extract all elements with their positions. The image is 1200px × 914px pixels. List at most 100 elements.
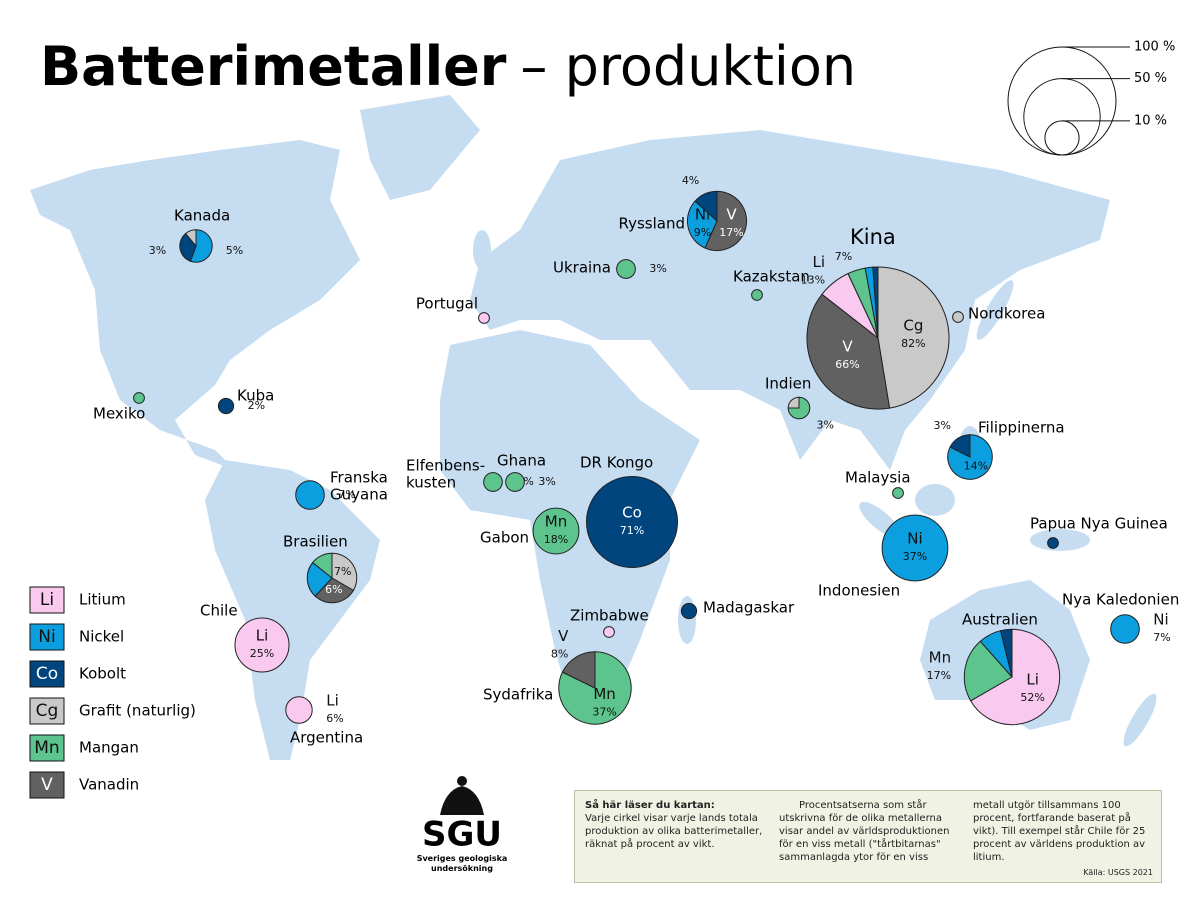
pie-slice — [686, 200, 718, 249]
scale-circle — [1007, 46, 1117, 156]
pie-percent: 17% — [719, 226, 743, 239]
country-label: Papua Nya Guinea — [1030, 515, 1168, 533]
country-label: Portugal — [416, 295, 478, 313]
legend-swatch — [29, 586, 65, 614]
pie-abbr: Ni — [907, 530, 922, 548]
pie-slice — [561, 651, 596, 689]
country-label: Indien — [765, 375, 811, 393]
scale-label: 50 % — [1134, 71, 1167, 86]
pie-slice — [483, 472, 503, 492]
legend-abbr: Li — [40, 590, 54, 610]
pie-slice — [217, 397, 235, 415]
metal-legend: Li Litium Ni Nickel Co Kobolt Cg Grafit (naturl… — [29, 586, 196, 799]
pie-percent: 7% — [338, 488, 355, 501]
pie-percent: 9% — [694, 226, 711, 239]
pie-slice — [295, 480, 325, 510]
country-label: Filippinerna — [978, 419, 1065, 437]
pie-abbr: Mn — [929, 649, 951, 667]
legend-name: Vanadin — [79, 776, 139, 794]
pie-slice — [970, 628, 1061, 726]
legend-abbr: V — [41, 775, 53, 795]
legend-name: Litium — [79, 591, 126, 609]
country-label: Kazakstan — [733, 268, 810, 286]
pie-percent: 7% — [1153, 631, 1170, 644]
pie-percent: 6% — [325, 583, 342, 596]
pie-slice — [603, 626, 615, 638]
pie-percent: 3% — [817, 419, 834, 432]
pie-slice — [806, 293, 891, 410]
country-label: Chile — [200, 602, 238, 620]
pie-percent: 52% — [1020, 691, 1044, 704]
country-label: Sydafrika — [483, 686, 553, 704]
legend-name: Grafit (naturlig) — [79, 702, 196, 720]
pie-slice — [949, 434, 971, 458]
country-label: Gabon — [480, 529, 529, 547]
pie-slice — [872, 266, 879, 339]
country-label: Australien — [962, 611, 1038, 629]
pie-slice — [877, 266, 950, 409]
pie-percent: 4% — [682, 174, 699, 187]
info-source: Källa: USGS 2021 — [1083, 868, 1153, 877]
country-label: Ukraina — [553, 259, 611, 277]
info-intro: Varje cirkel visar varje lands totala pr… — [585, 813, 763, 850]
country-label: Franska — [330, 469, 388, 487]
country-label: Argentina — [290, 729, 363, 747]
pie-percent: 37% — [592, 705, 616, 718]
pie-slice — [892, 487, 904, 499]
pie-slice — [751, 289, 763, 301]
pie-slice — [704, 190, 748, 252]
country-label: Nordkorea — [968, 305, 1045, 323]
pie-slice — [952, 311, 964, 323]
pie-percent: 13% — [801, 273, 825, 286]
legend-swatch — [29, 660, 65, 688]
pie-abbr: V — [726, 206, 737, 224]
pie-slice — [999, 628, 1013, 678]
pie-percent: 3% — [649, 262, 666, 275]
country-label: Elfenbens- — [406, 457, 485, 475]
pie-percent: 7% — [334, 565, 351, 578]
country-label: Kina — [850, 225, 896, 249]
pie-slice — [189, 229, 213, 263]
country-label: Mexiko — [93, 405, 145, 423]
pie-percent: 14% — [964, 459, 988, 472]
pie-slice — [306, 561, 333, 597]
pie-percent: 18% — [544, 533, 568, 546]
pie-percent: 6% — [326, 712, 343, 725]
scale-legend: 100 % 50 % 10 % — [1007, 40, 1175, 156]
pie-slice — [787, 396, 811, 420]
pie-slice — [314, 577, 355, 604]
pie-slice — [963, 640, 1013, 702]
pie-percent: 3% — [149, 244, 166, 257]
pie-slice — [1047, 537, 1059, 549]
country-label: Ryssland — [619, 215, 686, 233]
pies: Kanada 5% 3% Ryssland V 17% Ni 9% 4% Ukraina 3% Kaz… — [93, 174, 1179, 746]
pie-abbr: Co — [622, 504, 642, 522]
pie-percent: 71% — [620, 524, 644, 537]
logo: SGU Sveriges geologiska undersökning — [416, 776, 508, 873]
title: Batterimetaller – produktion — [40, 35, 856, 98]
info-heading: Så här läser du kartan: — [585, 800, 715, 811]
pie-slice — [285, 696, 313, 724]
pie-percent: 8% — [551, 647, 568, 660]
scale-label: 100 % — [1134, 40, 1175, 55]
pie-slice — [694, 190, 718, 223]
legend-abbr: Mn — [34, 738, 59, 758]
pie-percent: 82% — [901, 337, 925, 350]
legend-swatch — [29, 697, 65, 725]
legend-name: Nickel — [79, 628, 124, 646]
scale-circle — [1044, 120, 1080, 156]
pie-slice — [133, 392, 145, 404]
pie-abbr: V — [558, 627, 569, 645]
country-label: DR Kongo — [580, 454, 653, 472]
country-label: Madagaskar — [703, 599, 795, 617]
pie-slice — [616, 259, 636, 279]
pie-abbr: Li — [256, 627, 269, 645]
country-label: Kuba — [237, 387, 274, 405]
logo-sub: Sveriges geologiska undersökning — [416, 854, 508, 873]
pie-percent: 17% — [927, 669, 951, 682]
pie-slice — [234, 617, 290, 673]
scale-circle — [1023, 78, 1101, 156]
country-label: Guyana — [330, 486, 388, 504]
